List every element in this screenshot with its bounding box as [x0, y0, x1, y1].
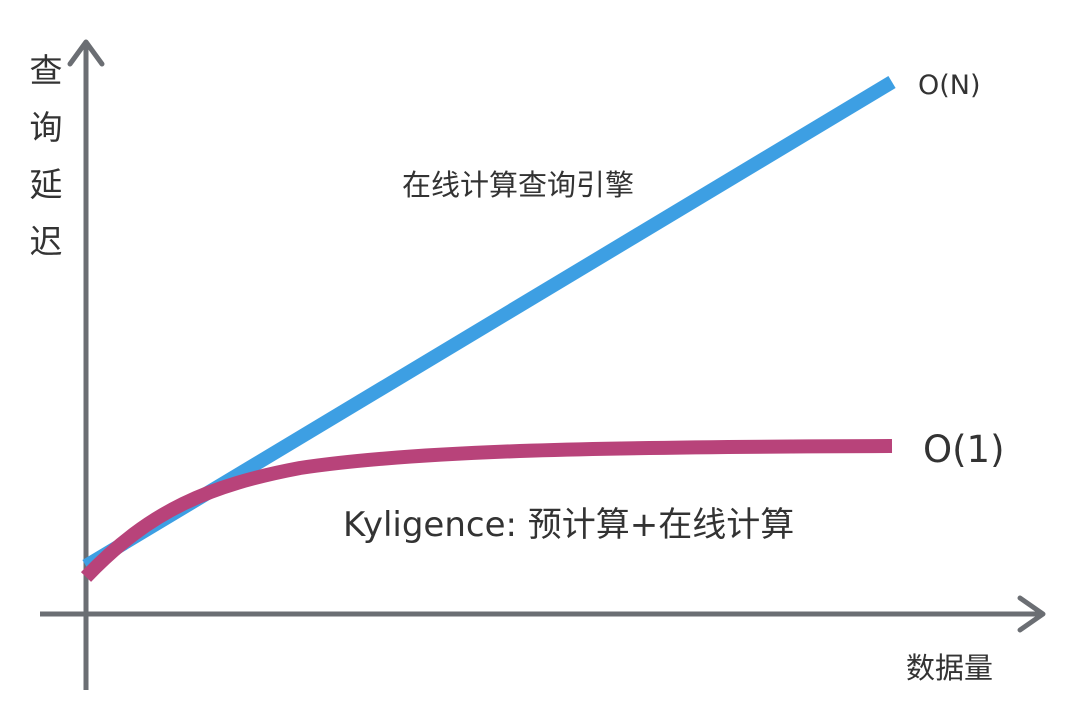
kyligence-curve	[80, 439, 893, 582]
y-axis-label: 查 询 延 迟	[26, 42, 66, 270]
y-axis-label-char: 询	[29, 108, 63, 147]
x-axis-label: 数据量	[906, 651, 994, 685]
kyligence-complexity-label: O(1)	[923, 428, 1005, 471]
y-axis-label-char: 迟	[29, 222, 63, 261]
online-complexity-label: O(N)	[918, 70, 981, 101]
x-axis-arrow-icon	[1017, 595, 1046, 633]
x-axis	[40, 595, 1046, 633]
y-axis	[67, 39, 105, 690]
online-engine-label: 在线计算查询引擎	[402, 168, 635, 202]
y-axis-label-char: 延	[29, 165, 63, 204]
y-axis-arrow-icon	[67, 39, 105, 67]
kyligence-label: Kyligence: 预计算+在线计算	[343, 505, 795, 545]
y-axis-label-char: 查	[29, 51, 63, 90]
